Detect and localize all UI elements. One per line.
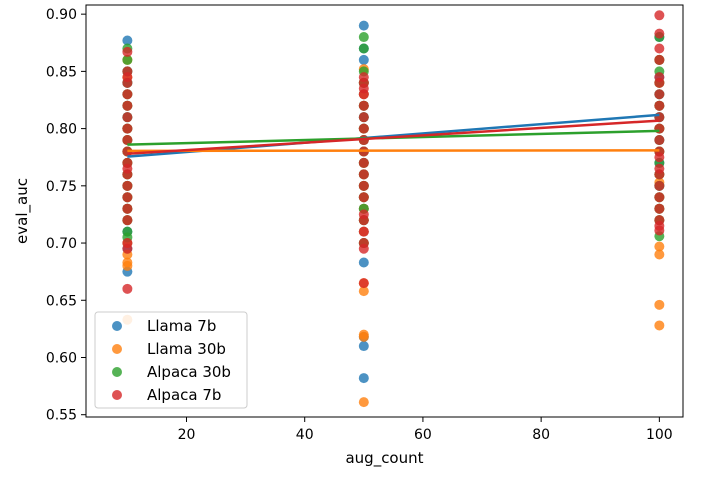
x-tick-label: 80 (532, 427, 550, 443)
scatter-point (358, 226, 369, 237)
regression-lines (127, 113, 660, 158)
scatter-point (122, 180, 133, 191)
scatter-point (654, 10, 665, 21)
scatter-point (654, 249, 665, 260)
fit-line-llama-30b (127, 149, 660, 153)
scatter-point (122, 100, 133, 111)
scatter-point (358, 286, 369, 297)
x-axis-ticks: 20 40 60 80 100 (178, 417, 673, 443)
y-tick-label: 0.75 (46, 179, 77, 195)
scatter-point (358, 278, 369, 289)
scatter-point (358, 43, 369, 54)
x-axis-label: aug_count (345, 449, 423, 468)
scatter-point (358, 257, 369, 268)
scatter-point (654, 320, 665, 331)
scatter-point (358, 215, 369, 226)
scatter-point (122, 243, 133, 254)
x-tick-label: 100 (646, 427, 673, 443)
legend: Llama 7b Llama 30b Alpaca 30b Alpaca 7b (94, 311, 248, 409)
scatter-point (358, 157, 369, 168)
plot-frame (85, 4, 684, 418)
scatter-point (358, 341, 369, 352)
scatter-point (654, 77, 665, 88)
scatter-point (358, 123, 369, 134)
legend-marker (112, 344, 122, 354)
scatter-point (122, 77, 133, 88)
scatter-point (654, 28, 665, 39)
scatter-point (358, 192, 369, 203)
scatter-point (654, 89, 665, 100)
scatter-point (654, 225, 665, 236)
legend-marker (112, 390, 122, 400)
scatter-point (122, 135, 133, 146)
scatter-point (654, 54, 665, 65)
scatter-point (358, 373, 369, 384)
scatter-point (122, 215, 133, 226)
legend-label: Llama 30b (147, 340, 226, 358)
scatter-point (122, 123, 133, 134)
y-axis-ticks: 0.55 0.60 0.65 0.70 0.75 0.80 0.85 0.90 (46, 7, 86, 424)
scatter-point (654, 152, 665, 163)
scatter-point (122, 283, 133, 294)
y-tick-label: 0.85 (46, 64, 77, 80)
scatter-point (358, 89, 369, 100)
x-tick-label: 40 (296, 427, 314, 443)
scatter-point (122, 89, 133, 100)
series-alpaca-30b (122, 32, 665, 249)
scatter-point (654, 192, 665, 203)
scatter-point (122, 203, 133, 214)
scatter-point (358, 169, 369, 180)
legend-marker (112, 321, 122, 331)
scatter-point (358, 20, 369, 31)
scatter-point (122, 35, 133, 46)
scatter-point (358, 180, 369, 191)
legend-label: Llama 7b (147, 317, 216, 335)
scatter-point (358, 32, 369, 43)
scatter-point (654, 203, 665, 214)
y-tick-label: 0.55 (46, 408, 77, 424)
scatter-point (358, 54, 369, 65)
scatter-point (358, 100, 369, 111)
scatter-point (654, 241, 665, 252)
scatter-point (358, 331, 369, 342)
scatter-point (122, 192, 133, 203)
scatter-point (654, 43, 665, 54)
y-tick-label: 0.65 (46, 293, 77, 309)
legend-box (94, 311, 248, 409)
scatter-point (122, 112, 133, 123)
scatter-point (122, 260, 133, 271)
y-tick-label: 0.60 (46, 350, 77, 366)
y-tick-label: 0.90 (46, 7, 77, 23)
legend-label: Alpaca 7b (147, 386, 221, 404)
scatter-point (358, 397, 369, 408)
scatter-point (358, 112, 369, 123)
fit-line-alpaca-7b (127, 119, 660, 156)
x-tick-label: 60 (414, 427, 432, 443)
scatter-point (654, 100, 665, 111)
scatter-point (654, 169, 665, 180)
legend-label: Alpaca 30b (147, 363, 231, 381)
scatter-point (358, 243, 369, 254)
scatter-point (122, 46, 133, 57)
scatter-point (654, 299, 665, 310)
y-tick-label: 0.80 (46, 122, 77, 138)
x-tick-label: 20 (178, 427, 196, 443)
scatter-point (122, 169, 133, 180)
legend-marker (112, 367, 122, 377)
scatter-point (122, 54, 133, 65)
scatter-point (654, 180, 665, 191)
y-tick-label: 0.70 (46, 236, 77, 252)
scatter-point (654, 135, 665, 146)
y-axis-label: eval_auc (13, 178, 32, 244)
